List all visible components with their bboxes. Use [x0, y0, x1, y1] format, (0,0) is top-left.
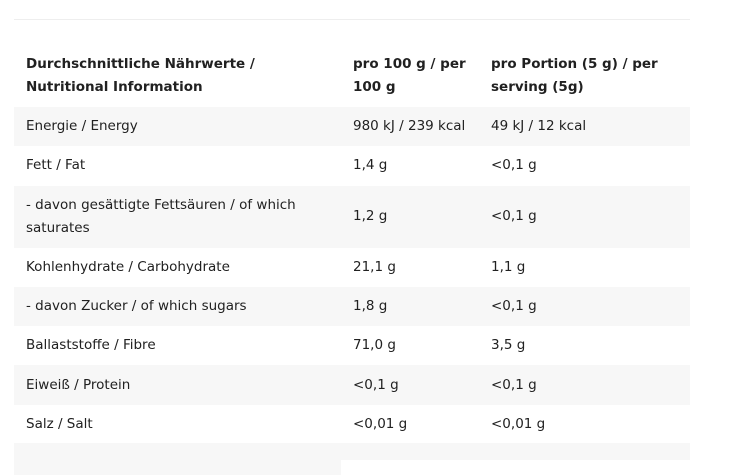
next-section-edge: [14, 460, 341, 475]
value-per-100g: 1,2 g: [353, 208, 388, 225]
nutrient-name: Eiweiß / Protein: [26, 376, 131, 393]
top-divider: [14, 19, 690, 20]
table-row: Energie / Energy 980 kJ / 239 kcal 49 kJ…: [14, 107, 690, 147]
value-per-serving: <0,1 g: [491, 298, 537, 315]
value-per-serving: 1,1 g: [491, 258, 526, 275]
table-row: - davon gesättigte Fettsäuren / of which…: [14, 185, 690, 248]
nutrient-name: Fett / Fat: [26, 157, 86, 174]
header-per-100g: pro 100 g / per 100 g: [353, 56, 466, 95]
header-nutrient: Durchschnittliche Nährwerte / Nutritiona…: [26, 56, 255, 95]
nutrition-table: Durchschnittliche Nährwerte / Nutritiona…: [14, 45, 690, 444]
value-per-serving: <0,1 g: [491, 157, 537, 174]
table-row: Ballaststoffe / Fibre 71,0 g 3,5 g: [14, 326, 690, 365]
value-per-serving: 49 kJ / 12 kcal: [491, 118, 587, 135]
nutrient-name: Salz / Salt: [26, 415, 93, 432]
value-per-100g: 21,1 g: [353, 258, 396, 275]
header-row: Durchschnittliche Nährwerte / Nutritiona…: [14, 45, 690, 107]
value-per-100g: 1,8 g: [353, 298, 388, 315]
table-footer-strip: [14, 443, 690, 460]
value-per-100g: <0,1 g: [353, 376, 399, 393]
value-per-serving: <0,01 g: [491, 415, 546, 432]
value-per-100g: 71,0 g: [353, 337, 396, 354]
header-per-serving: pro Portion (5 g) / per serving (5g): [491, 56, 658, 95]
table-row: - davon Zucker / of which sugars 1,8 g <…: [14, 286, 690, 327]
table-row: Fett / Fat 1,4 g <0,1 g: [14, 146, 690, 185]
nutrient-name: - davon Zucker / of which sugars: [26, 298, 247, 315]
table-row: Eiweiß / Protein <0,1 g <0,1 g: [14, 365, 690, 405]
nutrient-name: Ballaststoffe / Fibre: [26, 337, 156, 354]
value-per-100g: 980 kJ / 239 kcal: [353, 118, 466, 135]
table-row: Kohlenhydrate / Carbohydrate 21,1 g 1,1 …: [14, 248, 690, 287]
nutrition-table-header: Durchschnittliche Nährwerte / Nutritiona…: [14, 45, 690, 107]
value-per-100g: <0,01 g: [353, 415, 408, 432]
nutrition-table-body: Energie / Energy 980 kJ / 239 kcal 49 kJ…: [14, 107, 690, 444]
value-per-serving: 3,5 g: [491, 337, 526, 354]
value-per-serving: <0,1 g: [491, 208, 537, 225]
nutrient-name: Energie / Energy: [26, 118, 138, 135]
table-row: Salz / Salt <0,01 g <0,01 g: [14, 405, 690, 444]
nutrient-name: - davon gesättigte Fettsäuren / of which…: [26, 196, 296, 236]
value-per-100g: 1,4 g: [353, 157, 388, 174]
value-per-serving: <0,1 g: [491, 376, 537, 393]
nutrient-name: Kohlenhydrate / Carbohydrate: [26, 258, 230, 275]
